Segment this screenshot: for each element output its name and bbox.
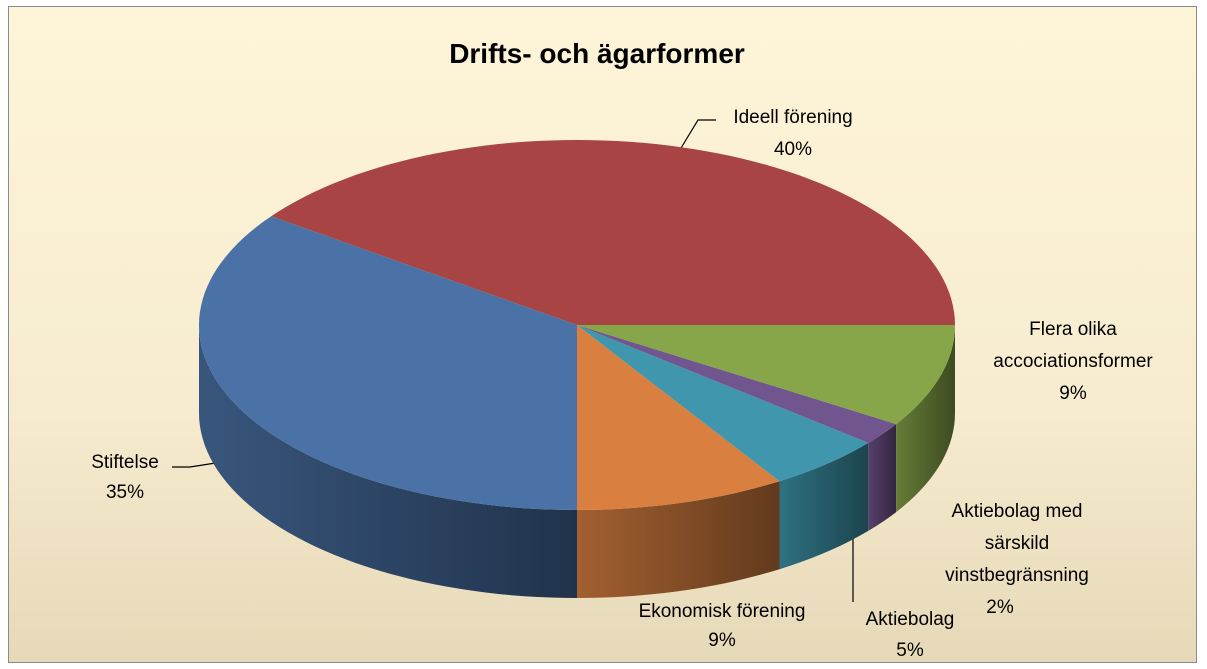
leader-line	[674, 119, 716, 159]
pie-slice	[577, 325, 955, 425]
slice-value-label: 5%	[896, 640, 924, 661]
slice-value-label: 35%	[105, 482, 145, 503]
slice-label: Aktiebolag med särskild vinstbegränsning	[945, 501, 1089, 586]
pie-slice-side	[779, 442, 869, 570]
leader-lines	[172, 119, 913, 602]
pie-slice-side	[896, 325, 955, 513]
leader-line	[172, 461, 223, 468]
slice-label: Ideell förening	[733, 107, 853, 128]
slice-value-label: 2%	[986, 597, 1014, 618]
slice-label: Stiftelse	[91, 452, 159, 473]
pie-slice	[271, 140, 955, 325]
pie-slice	[577, 325, 897, 443]
chart-title: Drifts- och ägarformer	[449, 38, 745, 69]
slice-value-label: 9%	[708, 630, 736, 651]
pie-slice	[577, 325, 780, 510]
pie-slice	[199, 216, 577, 511]
pie-slice-side	[868, 424, 897, 531]
slice-value-label: 9%	[1059, 383, 1087, 404]
slice-label: Ekonomisk förening	[638, 601, 806, 622]
pie-slice-side	[199, 325, 577, 598]
slice-value-label: 40%	[773, 139, 813, 160]
pie-slice	[577, 325, 869, 482]
slice-label: Flera olika accociationsformer	[993, 319, 1153, 372]
pie-slice-side	[577, 481, 780, 598]
slice-label: Aktiebolag	[865, 609, 955, 630]
